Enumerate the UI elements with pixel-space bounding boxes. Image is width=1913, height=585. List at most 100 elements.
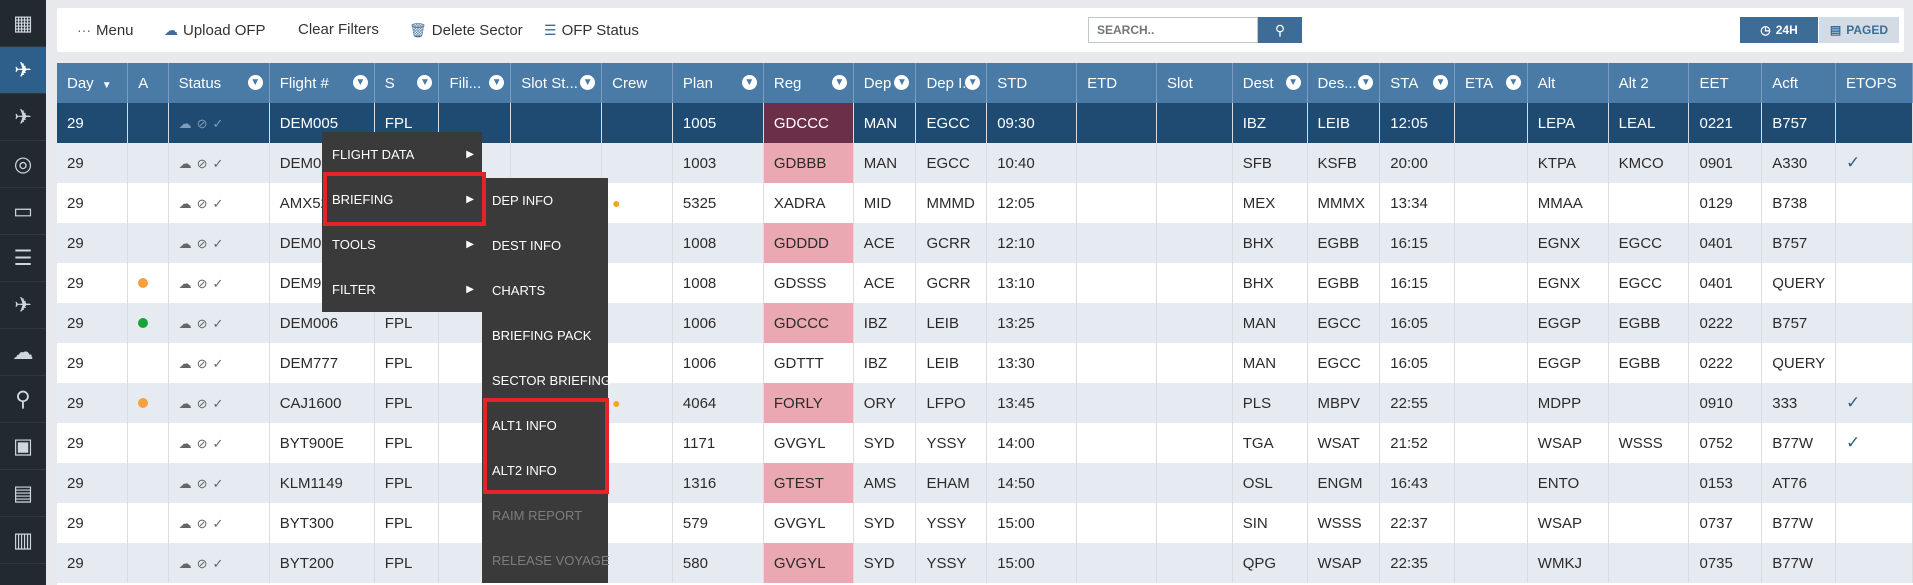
column-header[interactable]: S ▼ — [374, 63, 440, 103]
column-header[interactable]: ETOPS — [1835, 63, 1913, 103]
gauge-icon[interactable]: ◎ — [0, 141, 46, 188]
ofp-status-button[interactable]: ☰ OFP Status — [544, 22, 639, 39]
eet-cell: 0222 — [1688, 303, 1763, 343]
list-icon: ☰ — [544, 22, 557, 38]
menu-item-filter[interactable]: FILTER ▶ — [322, 267, 482, 312]
sort-desc-icon[interactable]: ▼ — [101, 79, 112, 91]
column-header[interactable]: EET — [1688, 63, 1763, 103]
table-row[interactable]: 29 ☁⊘✓ BYT200 FPL 580 GVGYL SYD YSSY 15:00 QPG WSA… — [57, 543, 1913, 583]
column-header[interactable]: Slot St... ▼ — [510, 63, 603, 103]
filter-icon[interactable]: ▼ — [1358, 75, 1374, 90]
plane-takeoff-icon[interactable]: ✈ — [0, 282, 46, 329]
status-icons: ☁⊘✓ — [178, 315, 229, 331]
sta-cell: 21:52 — [1379, 423, 1456, 463]
column-header[interactable]: Reg ▼ — [763, 63, 854, 103]
menu-item-flight-data[interactable]: FLIGHT DATA ▶ — [322, 132, 482, 177]
column-header[interactable]: A — [127, 63, 169, 103]
filter-icon[interactable]: ▼ — [965, 75, 981, 90]
submenu-item-alt2-info[interactable]: ALT2 INFO — [492, 463, 557, 478]
column-header[interactable]: ETD — [1076, 63, 1157, 103]
table-row[interactable]: 29 ☁⊘✓ BYT300 FPL 579 GVGYL SYD YSSY 15:00 SIN WSS… — [57, 503, 1913, 543]
column-header[interactable]: Des... ▼ — [1307, 63, 1381, 103]
library-icon[interactable]: ▥ — [0, 517, 46, 564]
column-header[interactable]: Dep I... ▼ — [915, 63, 988, 103]
plan-cell: 1316 — [672, 463, 764, 503]
column-header[interactable]: Dest ▼ — [1232, 63, 1308, 103]
column-header[interactable]: Alt 2 — [1608, 63, 1690, 103]
submenu-item-dep-info[interactable]: DEP INFO — [492, 193, 554, 208]
filter-icon[interactable]: ▼ — [894, 75, 910, 90]
filter-icon[interactable]: ▼ — [741, 75, 757, 90]
search-input[interactable] — [1088, 17, 1258, 43]
filter-icon[interactable]: ▼ — [1433, 75, 1449, 90]
dest-cell: MEX — [1232, 183, 1308, 223]
plane-icon[interactable]: ✈ — [0, 47, 46, 94]
filter-icon[interactable]: ▼ — [831, 75, 847, 90]
column-header[interactable]: Acft — [1761, 63, 1836, 103]
etops-cell — [1835, 263, 1913, 303]
clipboard-icon[interactable]: ▤ — [0, 470, 46, 517]
menu-item-briefing[interactable]: BRIEFING ▶ — [322, 177, 482, 222]
etd-cell — [1076, 143, 1157, 183]
status-cell: ☁⊘✓ — [168, 463, 270, 503]
depi-cell: EHAM — [915, 463, 988, 503]
table-row[interactable]: 29 ☁⊘✓ BYT900E FPL 1171 GVGYL SYD YSSY 14:00 TGA W… — [57, 423, 1913, 463]
search-button[interactable]: ⚲ — [1258, 17, 1302, 43]
column-header[interactable]: Alt — [1527, 63, 1609, 103]
column-header[interactable]: Fili... ▼ — [438, 63, 512, 103]
submenu-item-dest-info[interactable]: DEST INFO — [492, 238, 562, 253]
submenu-item-alt1-info[interactable]: ALT1 INFO — [492, 418, 557, 433]
menu-item-tools[interactable]: TOOLS ▶ — [322, 222, 482, 267]
acft-cell: QUERY — [1761, 263, 1836, 303]
filter-icon[interactable]: ▼ — [1505, 75, 1521, 90]
table-row[interactable]: 29 ☁⊘✓ KLM1149 FPL 1316 GTEST AMS EHAM 14:50 OSL E… — [57, 463, 1913, 503]
depi-cell: MMMD — [915, 183, 988, 223]
table-row[interactable]: 29 ☁⊘✓ DEM777 FPL 1006 GDTTT IBZ LEIB 13:30 MAN EG… — [57, 343, 1913, 383]
column-header[interactable]: STA ▼ — [1379, 63, 1456, 103]
submenu-item-charts[interactable]: CHARTS — [492, 283, 546, 298]
column-header[interactable]: Flight # ▼ — [269, 63, 375, 103]
column-header[interactable]: Day ▼ — [57, 63, 129, 103]
column-header[interactable]: Slot — [1156, 63, 1233, 103]
eet-cell: 0221 — [1688, 103, 1763, 143]
table-row[interactable]: 29 ☁⊘✓ CAJ1600 FPL ● 4064 FORLY ORY LFPO 13:45 PLS… — [57, 383, 1913, 423]
submenu-item-briefing-pack[interactable]: BRIEFING PACK — [492, 328, 592, 343]
pin-icon[interactable]: ⚲ — [0, 376, 46, 423]
column-header[interactable]: STD — [986, 63, 1078, 103]
column-header[interactable]: Plan ▼ — [672, 63, 764, 103]
s-cell: FPL — [374, 423, 440, 463]
eet-cell: 0737 — [1688, 503, 1763, 543]
filter-icon[interactable]: ▼ — [580, 75, 596, 90]
list-icon[interactable]: ☰ — [0, 235, 46, 282]
eta-cell — [1454, 303, 1528, 343]
column-header[interactable]: Crew — [601, 63, 673, 103]
clear-filters-button[interactable]: Clear Filters — [298, 21, 379, 38]
std-cell: 15:00 — [986, 543, 1078, 583]
filter-icon[interactable]: ▼ — [247, 75, 263, 90]
alert-cell — [127, 463, 169, 503]
24h-toggle-button[interactable]: ◷ 24H — [1740, 17, 1818, 43]
plan-cell: 1008 — [672, 223, 764, 263]
filter-icon[interactable]: ▼ — [352, 75, 368, 90]
column-header[interactable]: Status ▼ — [168, 63, 270, 103]
delete-sector-button[interactable]: 🗑 Delete Sector — [409, 22, 523, 39]
table-row[interactable]: 29 ☁⊘✓ DEM006 FPL 1006 GDCCC IBZ LEIB 13:25 MAN EG… — [57, 303, 1913, 343]
column-header[interactable]: Dep ▼ — [853, 63, 917, 103]
grid-icon[interactable]: ▦ — [0, 0, 46, 47]
menu-button[interactable]: ··· Menu — [77, 22, 134, 39]
presentation-icon[interactable]: ▭ — [0, 188, 46, 235]
desi-cell: KSFB — [1307, 143, 1381, 183]
filter-icon[interactable]: ▼ — [489, 75, 505, 90]
filter-icon[interactable]: ▼ — [417, 75, 433, 90]
paged-toggle-button[interactable]: ▤ PAGED — [1819, 17, 1899, 43]
submenu-item-sector-briefing[interactable]: SECTOR BRIEFING — [492, 373, 611, 388]
plane-landing-icon[interactable]: ✈ — [0, 94, 46, 141]
filter-icon[interactable]: ▼ — [1285, 75, 1301, 90]
weather-icon[interactable]: ☁ — [0, 329, 46, 376]
status-icons: ☁⊘✓ — [178, 235, 229, 251]
upload-ofp-button[interactable]: ☁ Upload OFP — [164, 22, 266, 39]
desi-cell: LEIB — [1307, 103, 1381, 143]
column-header[interactable]: ETA ▼ — [1454, 63, 1528, 103]
briefcase-icon[interactable]: ▣ — [0, 423, 46, 470]
plan-cell: 1003 — [672, 143, 764, 183]
